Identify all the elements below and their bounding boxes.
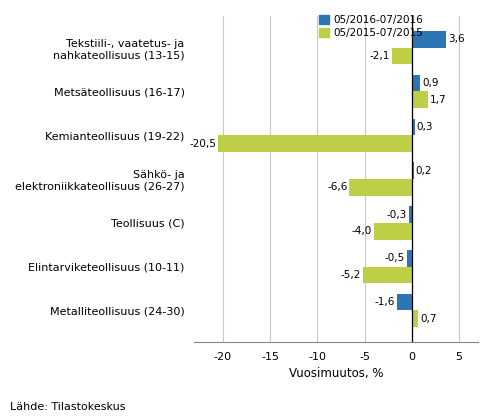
Bar — [374, 223, 412, 240]
Bar — [412, 75, 421, 92]
Text: Lähde: Tilastokeskus: Lähde: Tilastokeskus — [10, 402, 125, 412]
Text: -1,6: -1,6 — [374, 297, 395, 307]
Text: -4,0: -4,0 — [352, 226, 372, 236]
Text: 0,2: 0,2 — [416, 166, 432, 176]
Bar — [350, 179, 412, 196]
Bar — [412, 310, 419, 327]
Bar — [412, 31, 446, 48]
Text: 0,3: 0,3 — [417, 122, 433, 132]
X-axis label: Vuosimuutos, %: Vuosimuutos, % — [289, 367, 384, 380]
Bar — [218, 135, 412, 152]
Bar — [412, 162, 414, 179]
Text: 0,9: 0,9 — [422, 78, 439, 88]
Text: -0,5: -0,5 — [385, 253, 405, 263]
Text: -0,3: -0,3 — [387, 210, 407, 220]
Bar — [412, 92, 428, 108]
Text: -5,2: -5,2 — [340, 270, 361, 280]
Text: -6,6: -6,6 — [327, 182, 348, 192]
Text: -2,1: -2,1 — [370, 51, 390, 61]
Bar — [407, 250, 412, 267]
Bar — [392, 48, 412, 64]
Text: 0,7: 0,7 — [421, 314, 437, 324]
Legend: 05/2016-07/2016, 05/2015-07/2015: 05/2016-07/2016, 05/2015-07/2015 — [318, 15, 423, 38]
Text: 3,6: 3,6 — [448, 35, 464, 45]
Text: -20,5: -20,5 — [189, 139, 216, 149]
Bar — [409, 206, 412, 223]
Text: 1,7: 1,7 — [430, 95, 446, 105]
Bar — [397, 294, 412, 310]
Bar — [363, 267, 412, 283]
Bar — [412, 119, 415, 135]
